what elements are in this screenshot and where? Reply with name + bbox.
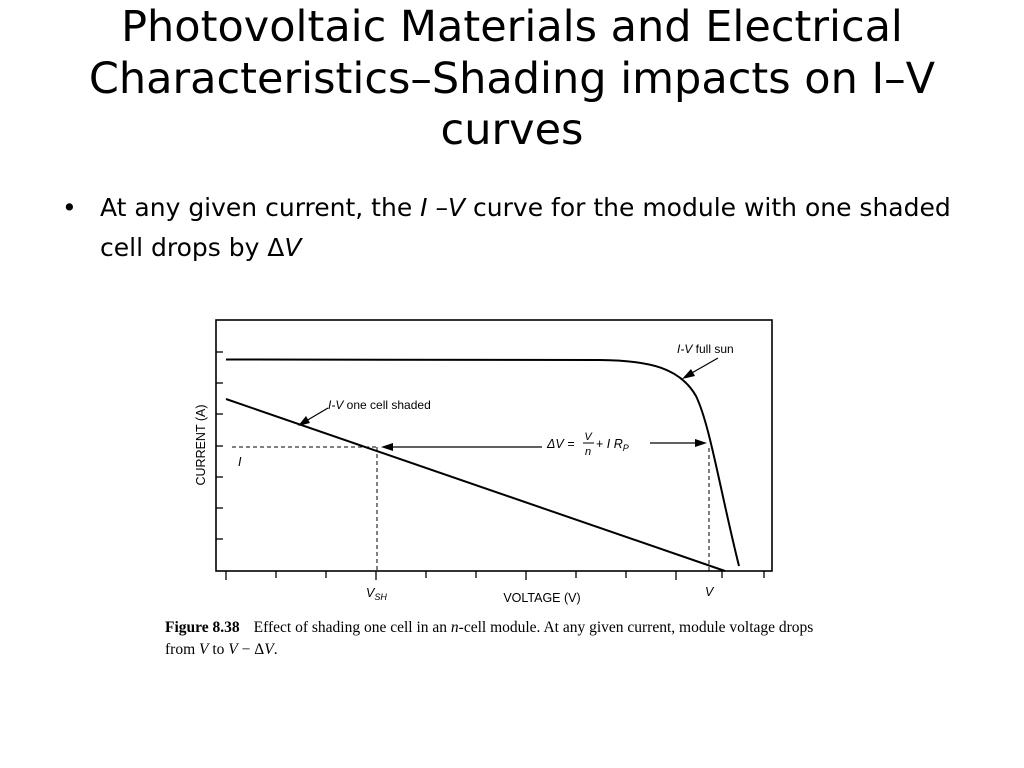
iv-curve-one-cell-shaded [225,398,726,572]
full-sun-label-arrow [682,357,719,379]
slide-title: Photovoltaic Materials and Electrical Ch… [88,2,936,156]
bullet-text: At any given current, the I –V curve for… [100,193,951,262]
v-label: V [705,585,715,599]
x-axis-label: VOLTAGE (V) [503,591,580,605]
bullet-point: • At any given current, the I –V curve f… [62,188,962,268]
svg-text:+ I RP: + I RP [596,437,629,453]
full-sun-label: I-V full sun [677,342,734,356]
dashed-guides [232,446,710,571]
plot-frame [215,319,773,572]
shaded-label-arrow [298,407,329,426]
svg-text:V: V [584,431,593,443]
y-ticks [216,351,223,540]
delta-v-left-arrow [381,443,542,451]
one-cell-shaded-label: I-V one cell shaded [328,398,431,412]
delta-v-right-arrow [650,439,707,447]
x-ticks [225,571,765,580]
figure-caption: Figure 8.38 Effect of shading one cell in… [165,619,814,658]
delta-v-formula: ΔV = V n + I RP [546,431,629,458]
y-axis-label: CURRENT (A) [194,404,208,485]
bullet-dot: • [62,193,77,222]
svg-text:n: n [585,446,591,458]
iv-curve-figure: CURRENT (A) VOLTAGE (V) I-V full sun I-V… [194,319,773,605]
iv-curve-full-sun [225,358,740,567]
vsh-label: VSH [366,586,387,602]
current-marker-label: I [238,455,242,469]
svg-text:ΔV =: ΔV = [546,437,575,451]
